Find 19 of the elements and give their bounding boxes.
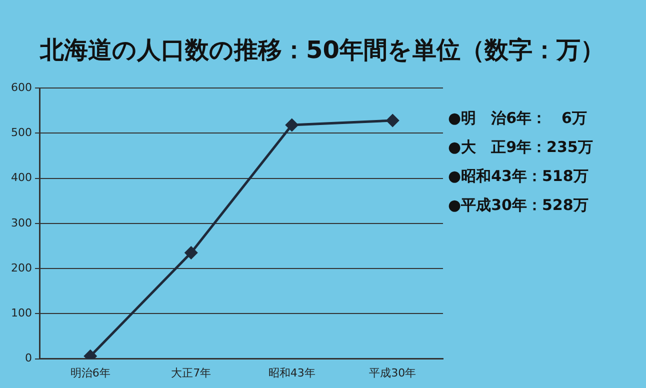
x-tick-label: 平成30年 <box>369 366 416 380</box>
point <box>286 118 298 132</box>
y-tick-label: 200 <box>10 261 32 274</box>
x-tick-label: 大正7年 <box>171 366 212 380</box>
chart-title: 北海道の人口数の推移：50年間を単位（数字：万） <box>40 35 604 66</box>
x-tick-label: 昭和43年 <box>268 366 316 380</box>
text: ●大 正9年：235万 <box>448 137 593 158</box>
y-tick-label: 400 <box>10 171 32 184</box>
text: ●平成30年：528万 <box>448 195 590 216</box>
point <box>386 114 399 127</box>
y-tick-label: 100 <box>10 306 32 320</box>
x-tick-label: 明治6年 <box>70 366 110 380</box>
y-tick-label: 300 <box>10 216 32 230</box>
point <box>184 246 198 259</box>
y-tick-label: 600 <box>10 80 32 94</box>
text: ●明 治6年： 6万 <box>448 108 588 129</box>
y-tick-label: 0 <box>24 352 32 365</box>
text: ●昭和43年：518万 <box>448 166 590 187</box>
y-tick-label: 500 <box>10 126 32 139</box>
